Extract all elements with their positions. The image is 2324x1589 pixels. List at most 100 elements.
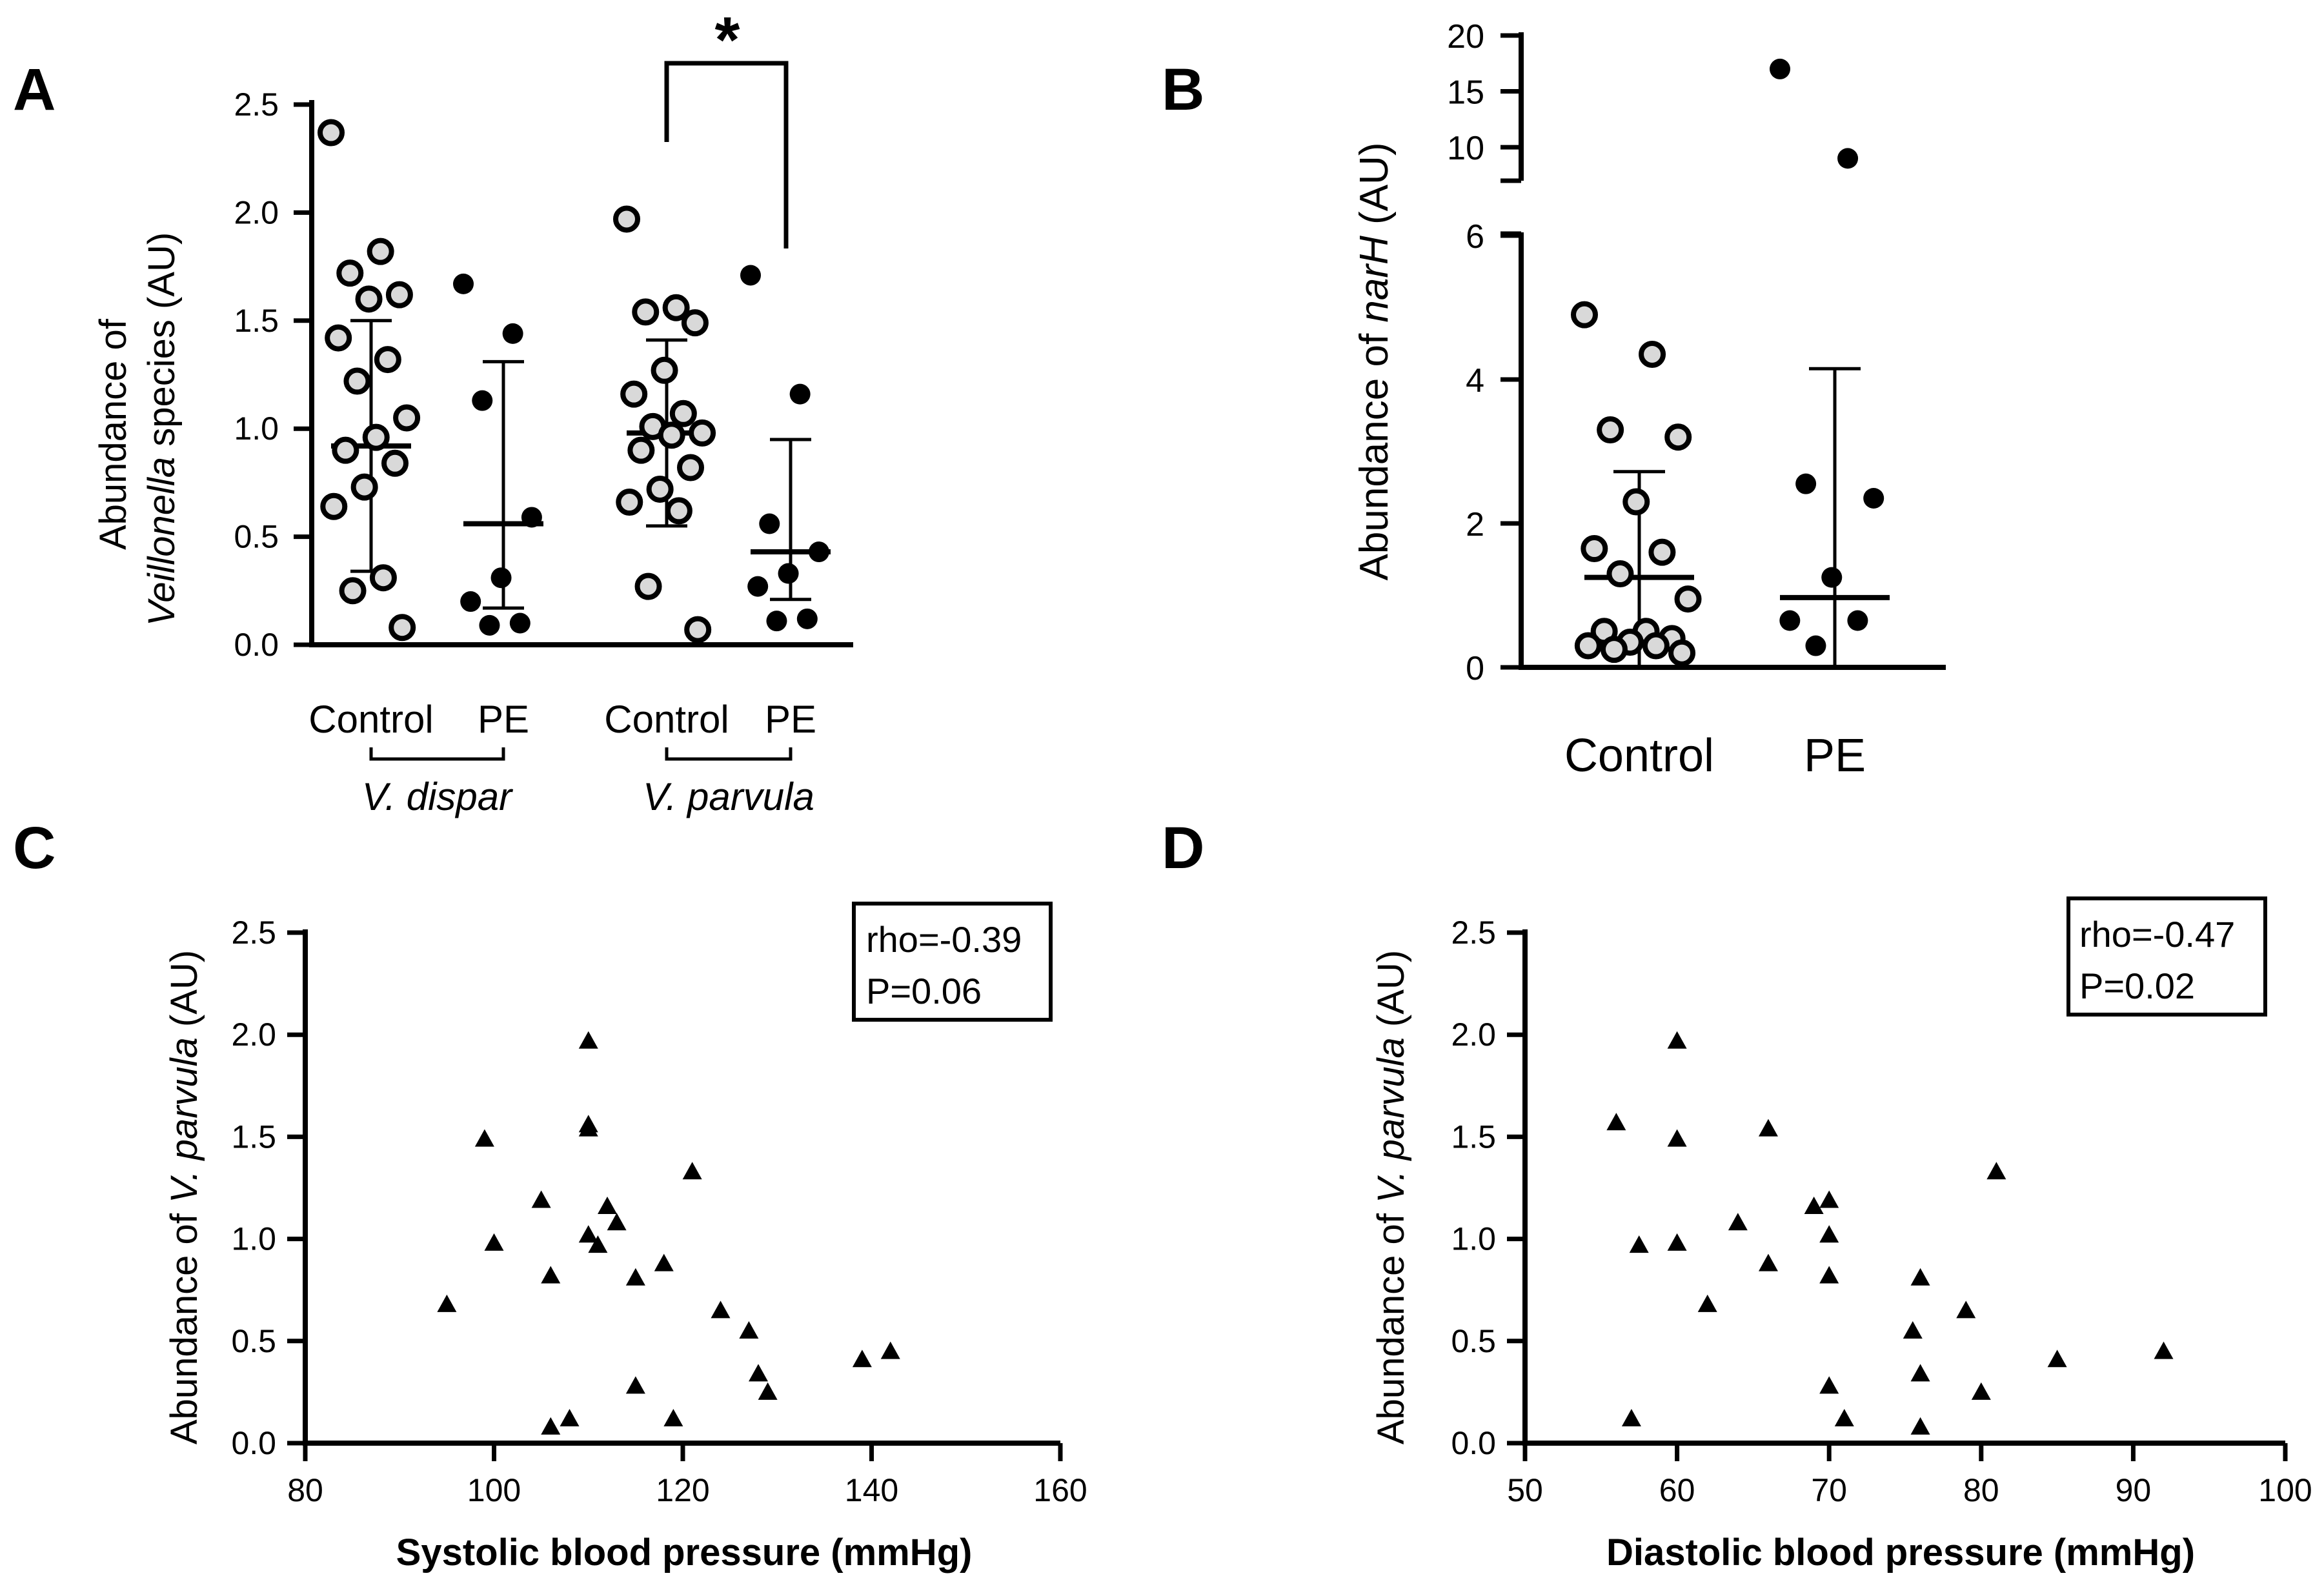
data-point-triangle (1971, 1382, 1991, 1400)
data-point-open (355, 285, 383, 313)
data-point-open (676, 454, 704, 481)
data-point-triangle (625, 1376, 645, 1394)
data-point-open (369, 564, 397, 592)
data-point-open (681, 309, 709, 337)
data-point-filled (808, 541, 829, 563)
y-tick-label: 1.0 (231, 1221, 276, 1257)
data-point-open (320, 492, 348, 520)
group-bracket-v-parvula (665, 747, 793, 761)
data-point-open (627, 436, 655, 464)
panel-d: D Abundance of V. parvula (AU) 0.0 0.5 1.0… (1162, 815, 2312, 1574)
data-point-triangle (880, 1341, 900, 1359)
significance-star: * (715, 4, 740, 76)
panel-b-y-tick-label: 2 (1466, 506, 1484, 543)
data-point-triangle (560, 1409, 580, 1427)
data-point-triangle (598, 1196, 617, 1214)
data-point-open (665, 497, 692, 525)
data-point-filled (453, 273, 474, 294)
data-point-open (634, 572, 662, 600)
panel-a-y-tick-label: 2.0 (234, 194, 279, 230)
panel-a: A Abundance of Veillonella species (AU) … (13, 4, 853, 818)
y-tick-label: 2.0 (231, 1017, 276, 1053)
data-point-triangle (1910, 1417, 1930, 1435)
data-point-triangle (654, 1253, 674, 1271)
data-point-open (613, 205, 640, 233)
panel-b-y-tick-label: 20 (1447, 18, 1484, 56)
panel-a-x-category: Control (308, 698, 433, 741)
y-tick-label: 1.0 (1451, 1221, 1496, 1257)
data-point-triangle (1667, 1129, 1687, 1147)
data-point-triangle (541, 1417, 561, 1435)
y-tick-label: 0.0 (231, 1425, 276, 1461)
data-point-triangle (1667, 1233, 1687, 1251)
data-point-triangle (852, 1350, 872, 1368)
data-point-filled (1847, 610, 1868, 631)
data-point-filled (502, 323, 523, 344)
data-point-triangle (758, 1382, 778, 1400)
panel-a-y-tick-label: 1.5 (234, 303, 279, 339)
data-point-filled (479, 614, 500, 636)
panel-b-y-tick-label: 0 (1466, 650, 1484, 687)
data-point-filled (778, 563, 799, 584)
data-point-open (1639, 340, 1666, 368)
data-point-triangle (711, 1301, 731, 1319)
data-point-triangle (1819, 1266, 1839, 1284)
data-point-filled (472, 390, 493, 411)
y-tick-label: 2.5 (1451, 915, 1496, 951)
data-point-open (620, 380, 648, 408)
data-point-triangle (1697, 1294, 1717, 1312)
data-point-triangle (1758, 1253, 1778, 1271)
panel-d-rho: rho=-0.47 (2079, 914, 2235, 955)
data-point-filled (1770, 58, 1790, 79)
panel-d-x-label: Diastolic blood pressure (mmHg) (1606, 1532, 2195, 1574)
data-point-filled (789, 383, 811, 405)
data-point-triangle (541, 1266, 561, 1284)
panel-a-x-category: Control (604, 698, 729, 741)
panel-c-p-value: P=0.06 (866, 971, 982, 1011)
data-point-triangle (1819, 1225, 1839, 1243)
data-point-open (669, 400, 697, 427)
data-point-triangle (625, 1268, 645, 1286)
data-point-open (684, 616, 712, 643)
y-tick-label: 1.5 (1451, 1118, 1496, 1155)
data-point-open (689, 419, 716, 447)
y-tick-label: 0.5 (231, 1323, 276, 1359)
y-tick-label: 1.5 (231, 1118, 276, 1155)
panel-b-y-label: Abundance of narH (AU) (1352, 143, 1397, 581)
data-point-open (393, 404, 421, 432)
data-point-open (1597, 416, 1624, 444)
data-point-triangle (1804, 1196, 1824, 1214)
x-tick-label: 50 (1507, 1472, 1543, 1508)
data-point-filled (747, 576, 769, 597)
data-point-open (385, 281, 413, 309)
panel-a-y-tick-label: 0.5 (234, 519, 279, 555)
x-tick-label: 100 (2258, 1472, 2312, 1508)
x-tick-label: 70 (1811, 1472, 1847, 1508)
data-point-triangle (739, 1321, 759, 1339)
x-tick-label: 90 (2116, 1472, 2152, 1508)
x-tick-label: 60 (1659, 1472, 1695, 1508)
data-point-open (389, 614, 416, 642)
panel-b-x-category: Control (1564, 730, 1714, 782)
group-label-v-dispar: V. dispar (362, 775, 513, 818)
data-point-triangle (749, 1364, 768, 1382)
y-tick-label: 0.0 (1451, 1425, 1496, 1461)
data-point-open (1600, 636, 1628, 663)
data-point-open (1581, 535, 1608, 563)
panel-b-y-tick-label: 10 (1447, 130, 1484, 167)
data-point-filled (766, 611, 787, 632)
data-point-triangle (588, 1235, 608, 1253)
data-point-triangle (437, 1294, 457, 1312)
panel-a-y-tick-label: 0.0 (234, 627, 279, 663)
panel-d-p-value: P=0.02 (2079, 966, 2195, 1006)
group-label-v-parvula: V. parvula (643, 775, 814, 818)
panel-c-rho: rho=-0.39 (866, 919, 1022, 960)
data-point-triangle (1834, 1409, 1854, 1427)
data-point-triangle (607, 1213, 627, 1231)
data-point-triangle (1910, 1268, 1930, 1286)
data-point-filled (460, 591, 481, 612)
data-point-open (362, 423, 390, 451)
data-point-triangle (1667, 1031, 1687, 1049)
data-point-open (632, 298, 660, 326)
